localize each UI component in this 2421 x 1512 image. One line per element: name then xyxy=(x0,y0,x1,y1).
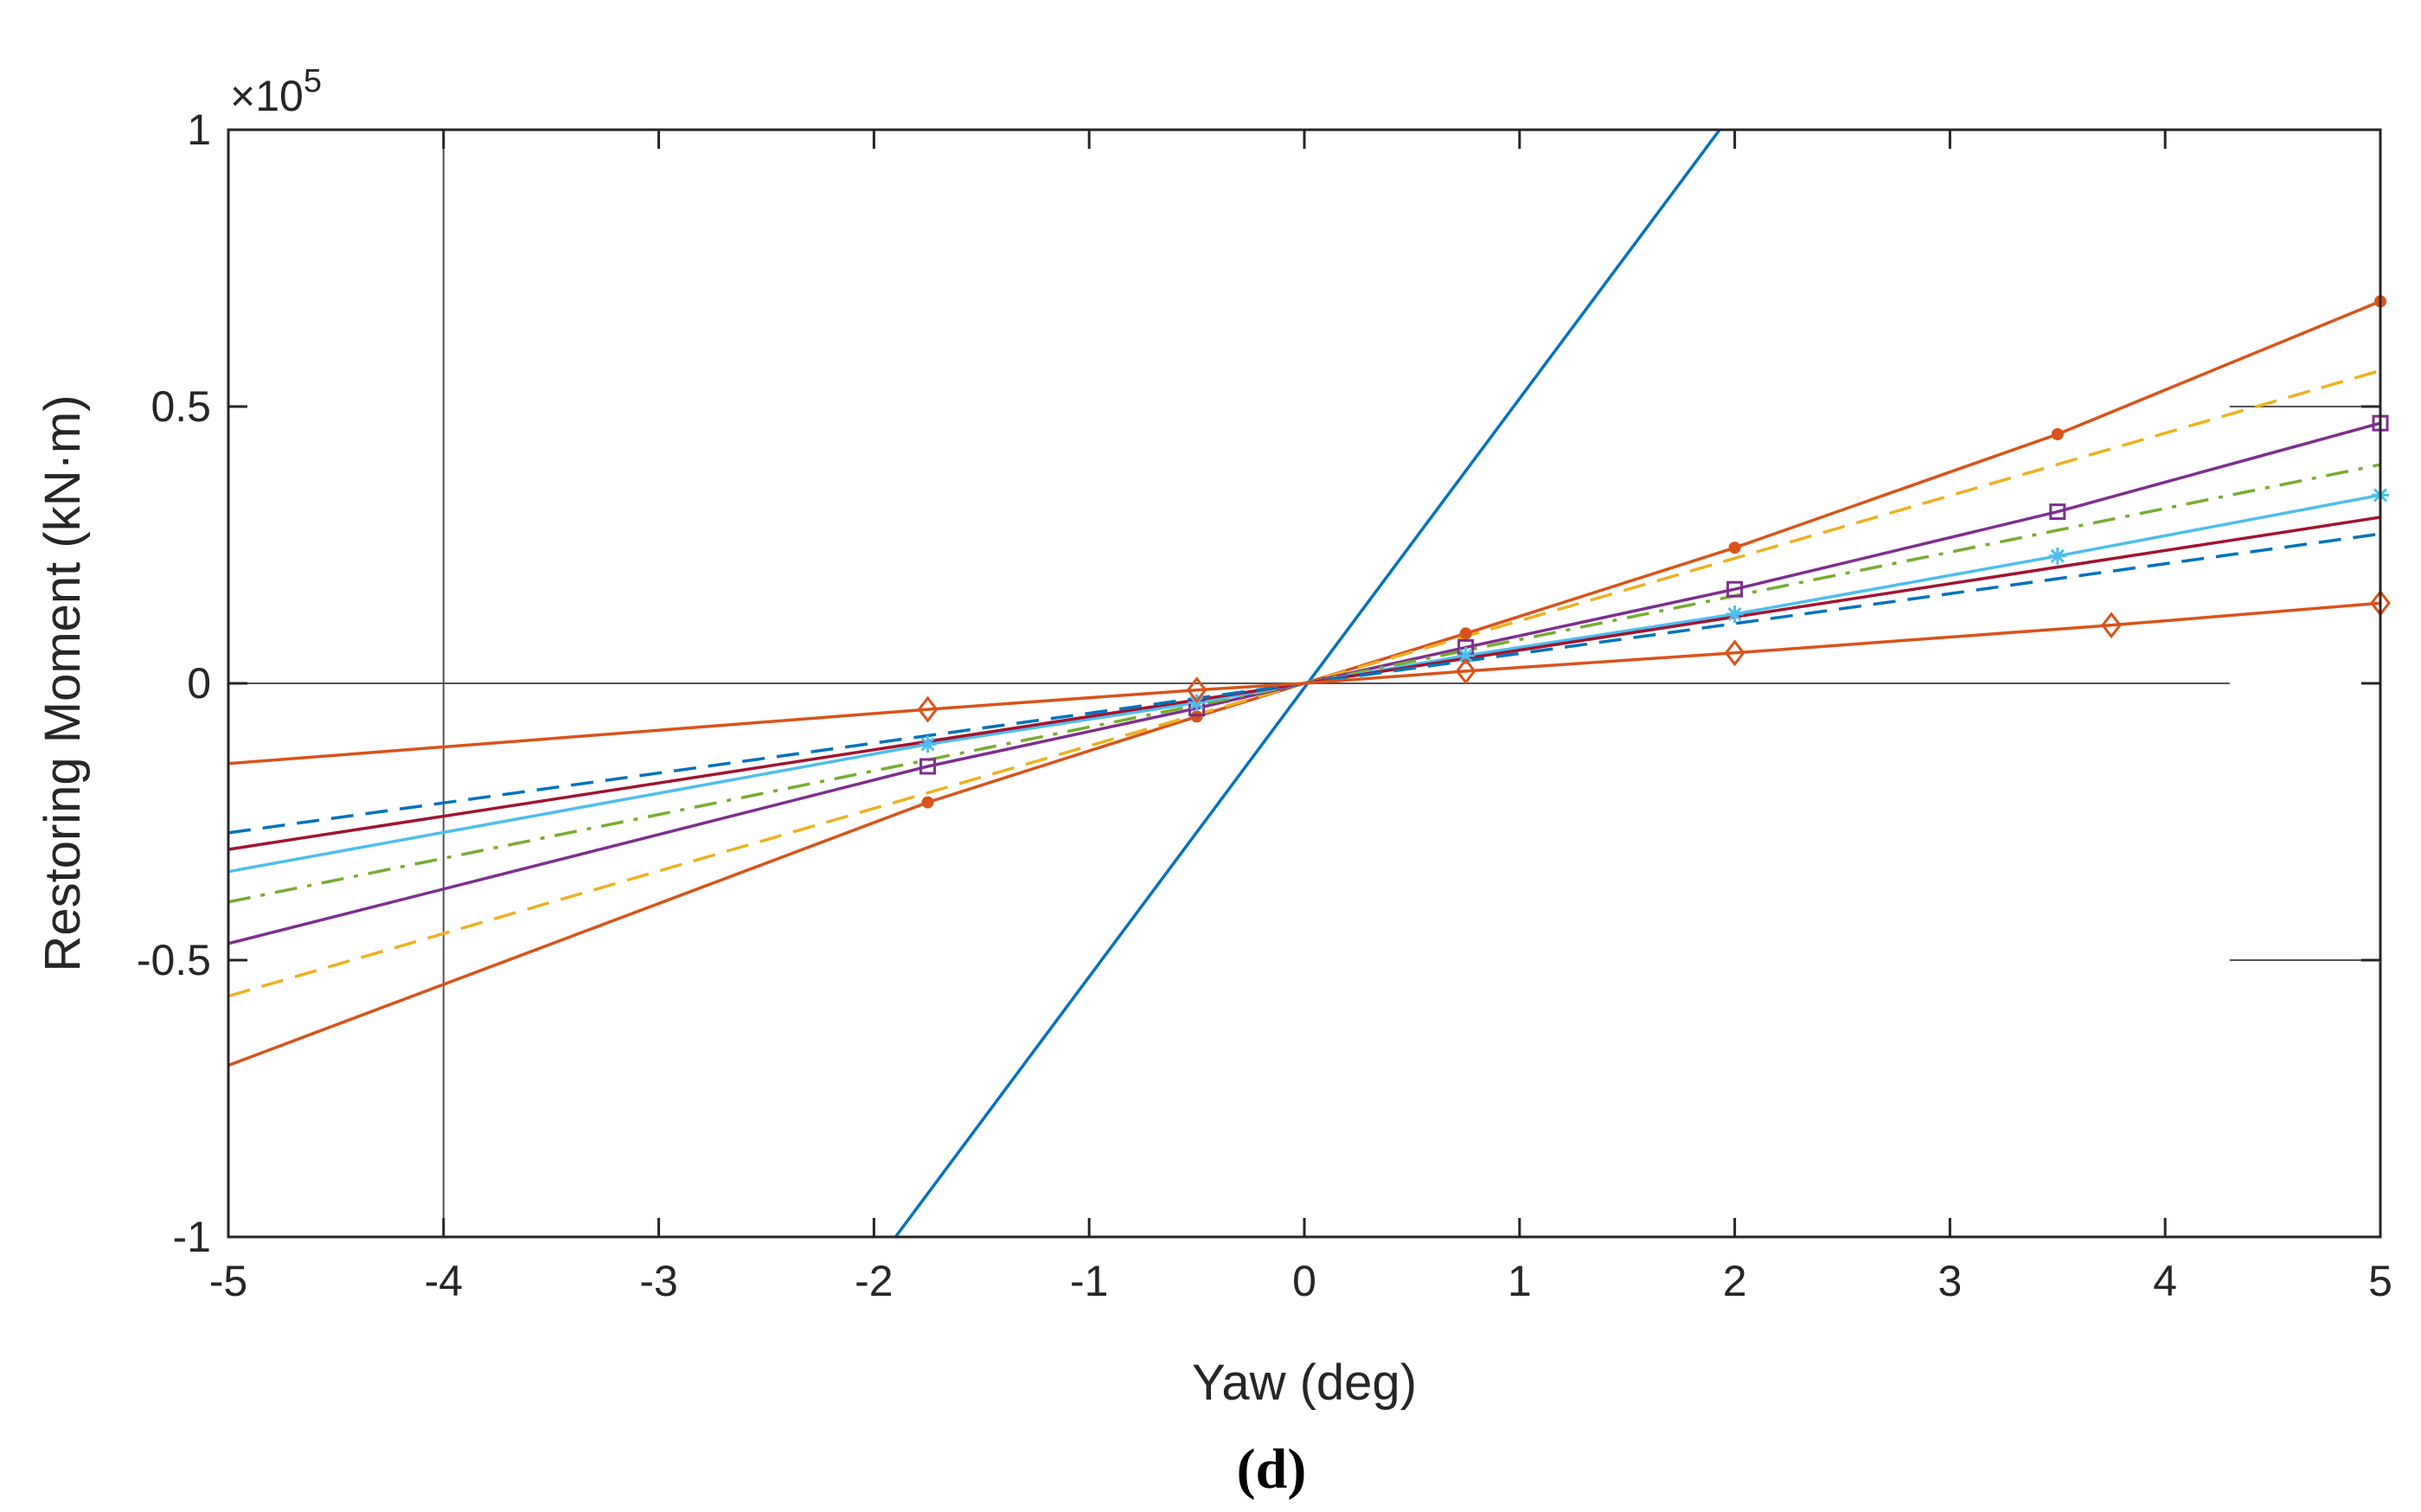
series-4-marker-2 xyxy=(919,758,937,775)
series-6-marker-7-stroke-4 xyxy=(2050,548,2065,563)
series-9-marker-6 xyxy=(1724,639,1745,667)
y-axis-label: Restoring Moment (kN·m) xyxy=(35,394,91,971)
series-2-marker-5 xyxy=(1459,627,1472,640)
x-tick-label-6: 0 xyxy=(1292,1257,1316,1305)
series-4-marker-6 xyxy=(1726,580,1744,598)
series-6-marker-2-stroke-4 xyxy=(920,737,935,752)
x-tick-label-3: -3 xyxy=(639,1257,677,1305)
series-2-marker-6 xyxy=(1728,541,1741,554)
series-9-marker-5 xyxy=(1455,657,1476,685)
y-multiplier: ×105 xyxy=(230,63,322,120)
series-9-marker-7 xyxy=(2101,612,2122,639)
data-markers xyxy=(917,295,2391,809)
series-2-marker-7 xyxy=(2051,428,2064,440)
y-tick-label-4: 0.5 xyxy=(151,382,211,431)
y-tick-label-5: 1 xyxy=(187,106,211,154)
series-9-marker-2 xyxy=(917,695,938,723)
series-9-line xyxy=(228,601,2380,766)
series-4-marker-7 xyxy=(2049,503,2066,521)
series-2-line xyxy=(228,299,2380,1067)
series-6-marker-6 xyxy=(1726,605,1744,623)
x-axis-label: Yaw (deg) xyxy=(1192,1355,1417,1411)
x-tick-label-10: 4 xyxy=(2153,1257,2177,1305)
x-tick-label-1: -5 xyxy=(209,1257,247,1305)
series-2-marker-3 xyxy=(1190,710,1203,723)
x-tick-label-8: 2 xyxy=(1723,1257,1747,1305)
x-tick-label-7: 1 xyxy=(1508,1257,1532,1305)
data-series xyxy=(228,130,2380,1237)
series-6-marker-7 xyxy=(2048,547,2066,565)
series-6-marker-5-stroke-4 xyxy=(1458,648,1473,663)
series-4-line xyxy=(228,421,2380,945)
axis-ticks: -5 -4 -3 -2 -1 0 1 2 3 4 5 -1 -0.5 0 0.5 1 xyxy=(137,106,2392,1305)
y-tick-label-2: -0.5 xyxy=(137,936,211,984)
y-tick-label-3: 0 xyxy=(187,659,211,708)
y-tick-label-1: -1 xyxy=(173,1213,211,1261)
x-tick-label-4: -2 xyxy=(855,1257,893,1305)
series-9-marker-3 xyxy=(1186,676,1207,704)
x-tick-label-11: 5 xyxy=(2368,1257,2392,1305)
x-tick-label-9: 3 xyxy=(1937,1257,1962,1305)
series-2-marker-2 xyxy=(921,796,934,809)
series-6-marker-6-stroke-4 xyxy=(1727,606,1742,622)
figure-caption: (d) xyxy=(1237,1438,1307,1501)
x-tick-label-2: -4 xyxy=(425,1257,463,1305)
series-6-marker-2 xyxy=(919,735,937,753)
x-tick-label-5: -1 xyxy=(1070,1257,1108,1305)
